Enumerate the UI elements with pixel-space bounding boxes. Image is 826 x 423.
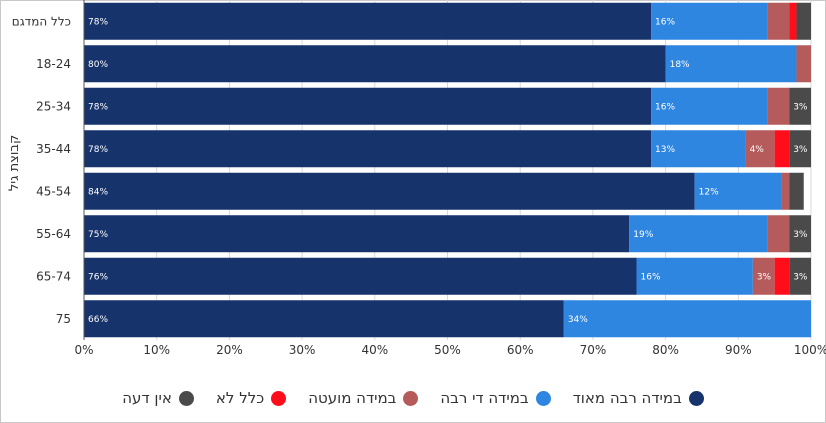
x-tick-label: 60%: [507, 343, 534, 357]
bar-segment: [84, 130, 652, 168]
x-tick-label: 50%: [434, 343, 461, 357]
bar-segment: [796, 45, 811, 83]
legend-item: כלל לא: [215, 389, 287, 407]
x-tick-label: 90%: [725, 343, 752, 357]
x-tick-label: 80%: [652, 343, 679, 357]
bar-segment: [789, 130, 811, 168]
category-label: 35-44: [36, 142, 71, 156]
data-label: 12%: [699, 187, 719, 197]
y-axis-title: קבוצת גיל: [7, 135, 22, 191]
bar-segment: [84, 45, 666, 83]
category-labels: כלל המדגם 18-24 25-34 35-44 45-54 55-64 65-74 7…: [12, 14, 71, 326]
bars: [84, 2, 811, 338]
data-label: 18%: [670, 60, 690, 70]
bar-segment: [651, 2, 768, 40]
bar-segment: [84, 2, 652, 40]
x-tick-labels: 0% 10% 20% 30% 40% 50% 60% 70% 80% 90% 100%: [74, 343, 826, 357]
x-tick-label: 30%: [289, 343, 316, 357]
legend-label: במידה מועטה: [308, 389, 397, 407]
bar-segment: [84, 257, 637, 295]
x-tick-label: 0%: [74, 343, 93, 357]
bar-segment: [781, 172, 790, 210]
bar-segment: [789, 87, 811, 125]
data-label: 16%: [641, 272, 661, 282]
bar-segment: [563, 300, 811, 338]
x-tick-label: 20%: [216, 343, 243, 357]
category-label: כלל המדגם: [12, 14, 71, 28]
legend-item: במידה מועטה: [308, 389, 419, 407]
data-label: 78%: [88, 102, 108, 112]
legend-swatch: [403, 390, 419, 406]
bar-segment: [774, 130, 790, 168]
data-label: 3%: [793, 272, 808, 282]
data-label: 16%: [655, 102, 675, 112]
legend-item: אין דעה: [122, 389, 194, 407]
legend-swatch: [535, 390, 551, 406]
data-label: 13%: [655, 145, 675, 155]
bar-segment: [774, 257, 790, 295]
legend-item: במידה די רבה: [440, 389, 551, 407]
data-label: 16%: [655, 17, 675, 27]
data-label: 34%: [568, 315, 588, 325]
legend-swatch: [178, 390, 194, 406]
bar-segment: [84, 300, 564, 338]
bar-segment: [84, 215, 630, 253]
bar-segment: [665, 45, 797, 83]
data-label: 19%: [633, 230, 653, 240]
data-label: 3%: [793, 145, 808, 155]
bar-segment: [789, 215, 811, 253]
bar-segment: [84, 172, 695, 210]
data-label: 4%: [750, 145, 765, 155]
x-tick-label: 70%: [580, 343, 607, 357]
x-tick-label: 40%: [361, 343, 388, 357]
category-label: 65-74: [36, 269, 71, 283]
data-label: 3%: [757, 272, 772, 282]
legend-swatch: [688, 390, 704, 406]
bar-segment: [651, 87, 768, 125]
data-label: 66%: [88, 315, 108, 325]
bar-segment: [767, 215, 790, 253]
bar-segment: [789, 172, 804, 210]
stacked-bar-chart: 78% 16% 80% 18% 78% 16% 3% 78% 13% 4% 3% 84% 12% 75% 1…: [7, 0, 826, 357]
legend-label: במידה די רבה: [440, 389, 529, 407]
data-label: 78%: [88, 145, 108, 155]
bar-segment: [796, 2, 811, 40]
category-label: 25-34: [36, 99, 71, 113]
data-label: 3%: [793, 102, 808, 112]
bar-segment: [745, 130, 775, 168]
bar-segment: [694, 172, 782, 210]
data-label: 80%: [88, 60, 108, 70]
data-label: 3%: [793, 230, 808, 240]
bar-segment: [636, 257, 753, 295]
category-label: 55-64: [36, 227, 71, 241]
bar-segment: [789, 2, 797, 40]
data-label: 78%: [88, 17, 108, 27]
category-label: 18-24: [36, 57, 71, 71]
legend-item: במידה רבה מאוד: [573, 389, 704, 407]
data-label: 84%: [88, 187, 108, 197]
legend-swatch: [271, 390, 287, 406]
bar-segment: [767, 2, 790, 40]
bar-segment: [752, 257, 775, 295]
category-label: 75: [56, 312, 71, 326]
data-label: 76%: [88, 272, 108, 282]
category-label: 45-54: [36, 184, 71, 198]
legend-label: אין דעה: [122, 389, 172, 407]
bar-segment: [789, 257, 811, 295]
value-labels: 78% 16% 80% 18% 78% 16% 3% 78% 13% 4% 3% 84% 12% 75% 1…: [88, 17, 808, 325]
bar-segment: [767, 87, 790, 125]
legend-label: כלל לא: [215, 389, 265, 407]
x-tick-label: 100%: [794, 343, 826, 357]
x-tick-label: 10%: [143, 343, 170, 357]
legend-label: במידה רבה מאוד: [572, 389, 682, 407]
data-label: 75%: [88, 230, 108, 240]
bar-segment: [629, 215, 768, 253]
legend: במידה רבה מאוד במידה די רבה במידה מועטה כלל…: [0, 384, 826, 412]
bar-segment: [651, 130, 746, 168]
bar-segment: [84, 87, 652, 125]
